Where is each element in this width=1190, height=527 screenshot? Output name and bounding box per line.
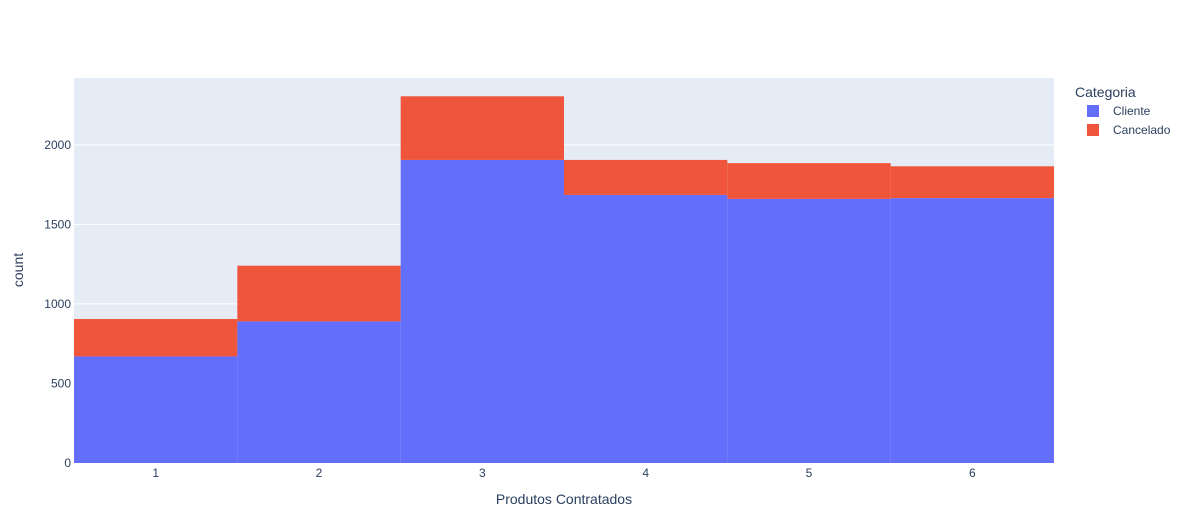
x-tick-label: 2 [316, 466, 323, 480]
legend-swatch [1087, 105, 1099, 117]
x-tick-labels: 1 2 3 4 5 6 [152, 466, 976, 480]
legend[interactable]: Categoria Cliente Cancelado [1075, 84, 1171, 137]
legend-swatch [1087, 124, 1099, 136]
x-tick-label: 6 [969, 466, 976, 480]
bar-cliente-6[interactable] [890, 198, 1054, 463]
x-tick-label: 5 [806, 466, 813, 480]
bar-cliente-2[interactable] [237, 321, 401, 463]
x-tick-label: 3 [479, 466, 486, 480]
bar-cancelado-2[interactable] [237, 265, 401, 322]
bar-cancelado-3[interactable] [400, 96, 564, 160]
legend-title: Categoria [1075, 84, 1136, 100]
bar-cliente-5[interactable] [727, 198, 891, 463]
legend-item-cliente[interactable]: Cliente [1087, 104, 1151, 118]
legend-label: Cliente [1113, 104, 1151, 118]
bar-cliente-3[interactable] [400, 159, 564, 463]
bar-cliente-4[interactable] [564, 194, 728, 463]
bar-cancelado-1[interactable] [74, 319, 238, 357]
legend-item-cancelado[interactable]: Cancelado [1087, 123, 1171, 137]
y-tick-label: 2000 [44, 138, 71, 152]
bar-cancelado-5[interactable] [727, 163, 891, 199]
y-tick-label: 0 [64, 456, 71, 470]
y-tick-label: 1500 [44, 217, 71, 231]
bar-cancelado-6[interactable] [890, 166, 1054, 199]
y-tick-label: 500 [51, 376, 71, 390]
y-tick-label: 1000 [44, 297, 71, 311]
x-axis-title: Produtos Contratados [496, 491, 632, 507]
x-tick-label: 4 [642, 466, 649, 480]
bar-cliente-1[interactable] [74, 356, 238, 463]
bars [74, 96, 1054, 463]
x-tick-label: 1 [152, 466, 159, 480]
y-axis-title: count [10, 253, 26, 287]
legend-label: Cancelado [1113, 123, 1171, 137]
bar-cancelado-4[interactable] [564, 159, 728, 195]
y-tick-labels: 0 500 1000 1500 2000 [44, 138, 71, 470]
legend-items[interactable]: Cliente Cancelado [1087, 104, 1171, 137]
